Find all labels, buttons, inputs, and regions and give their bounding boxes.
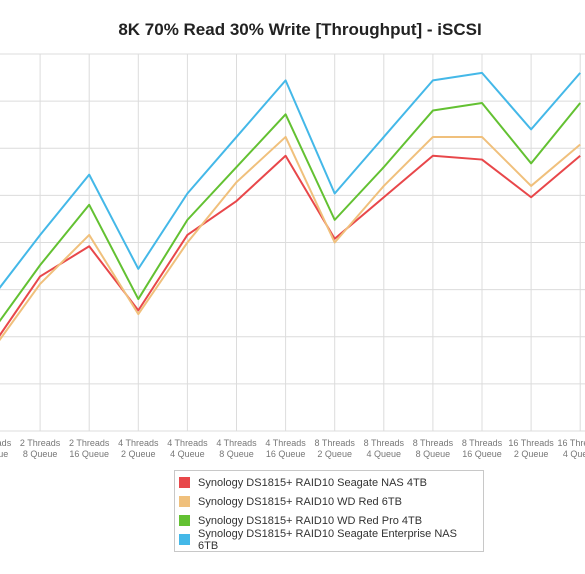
legend-label: Synology DS1815+ RAID10 Seagate Enterpri… xyxy=(198,527,457,552)
x-tick-label: 16 Threads 2 Queue xyxy=(508,438,554,459)
x-tick-label: 4 Threads 4 Queue xyxy=(167,438,208,459)
legend-swatch xyxy=(179,515,190,526)
chart-title: 8K 70% Read 30% Write [Throughput] - iSC… xyxy=(118,20,481,39)
legend-swatch xyxy=(179,496,190,507)
legend-item: Synology DS1815+ RAID10 Seagate Enterpri… xyxy=(179,527,479,552)
legend-item: Synology DS1815+ RAID10 WD Red Pro 4TB xyxy=(179,511,479,530)
series-line-2 xyxy=(0,102,581,323)
series-line-1 xyxy=(0,135,581,342)
legend: Synology DS1815+ RAID10 Seagate NAS 4TB S… xyxy=(174,470,484,552)
x-tick-label: 4 Threads 2 Queue xyxy=(118,438,159,459)
x-tick-label: 8 Threads 2 Queue xyxy=(315,438,356,459)
x-tick-label: 8 Threads 8 Queue xyxy=(413,438,454,459)
legend-label: Synology DS1815+ RAID10 Seagate NAS 4TB xyxy=(198,476,427,489)
legend-item: Synology DS1815+ RAID10 WD Red 6TB xyxy=(179,492,479,511)
x-tick-label: 4 Threads 8 Queue xyxy=(216,438,257,459)
x-tick-label: 4 Threads 16 Queue xyxy=(265,438,306,459)
x-tick-label: 2 Threads 16 Queue xyxy=(69,438,110,459)
series-layer xyxy=(0,71,581,342)
x-tick-label: 8 Threads 4 Queue xyxy=(364,438,405,459)
legend-label: Synology DS1815+ RAID10 WD Red Pro 4TB xyxy=(198,514,423,527)
legend-swatch xyxy=(179,477,190,488)
grid xyxy=(0,53,585,432)
legend-item: Synology DS1815+ RAID10 Seagate NAS 4TB xyxy=(179,473,479,492)
legend-label: Synology DS1815+ RAID10 WD Red 6TB xyxy=(198,495,402,508)
x-tick-label: 2 Threads 8 Queue xyxy=(20,438,61,459)
x-tick-label: 8 Threads 16 Queue xyxy=(462,438,503,459)
series-line-0 xyxy=(0,154,581,337)
series-line-3 xyxy=(0,71,581,289)
legend-swatch xyxy=(179,534,190,545)
